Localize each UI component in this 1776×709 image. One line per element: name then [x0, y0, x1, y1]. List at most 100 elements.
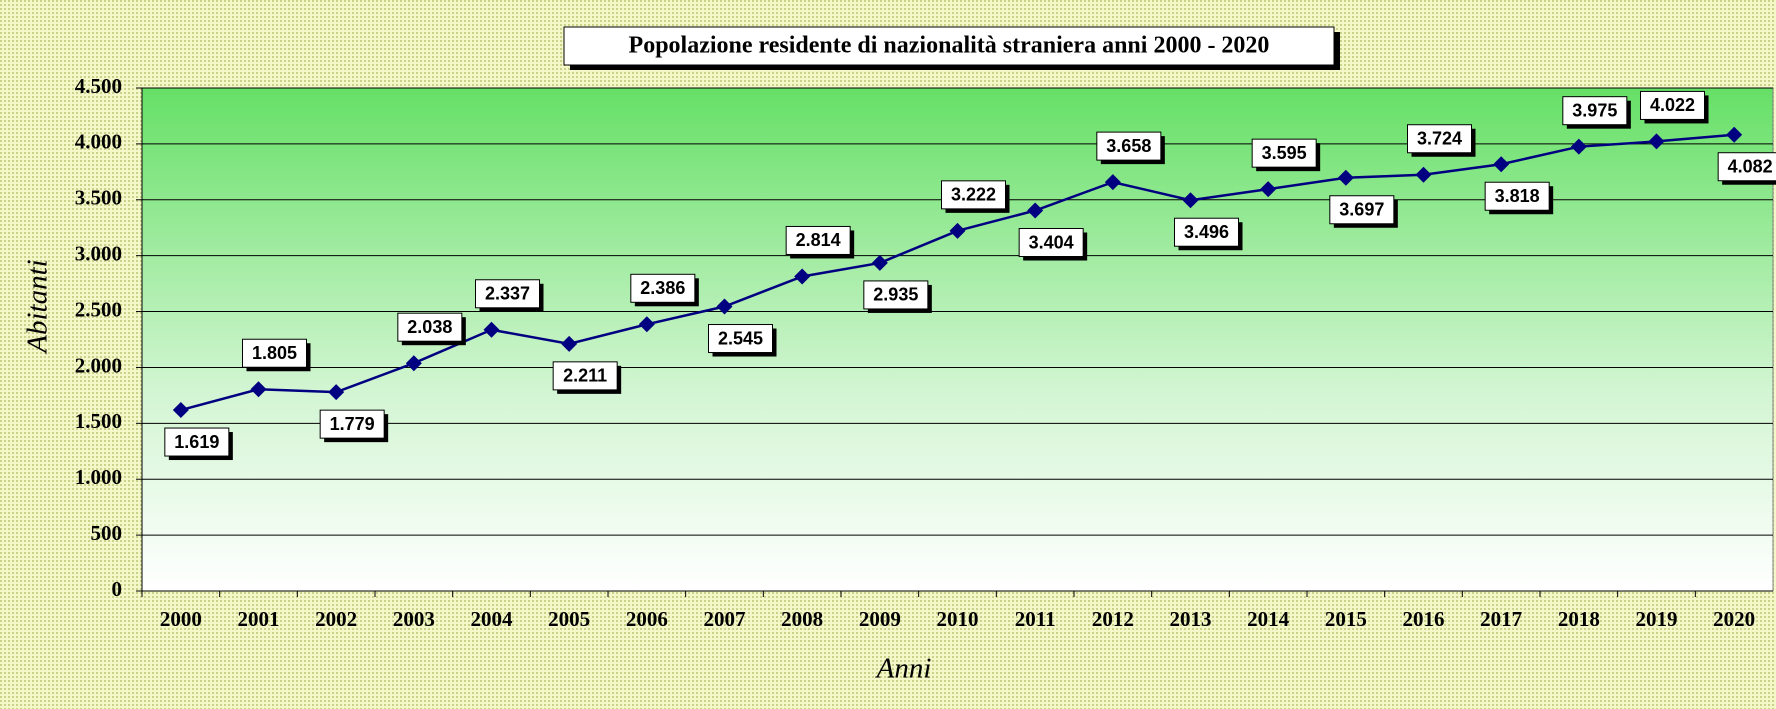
x-tick-label: 2000 [160, 607, 202, 631]
x-tick-label: 2019 [1636, 607, 1678, 631]
value-label: 1.805 [252, 343, 297, 363]
x-tick-label: 2008 [781, 607, 823, 631]
value-label-box [708, 324, 773, 354]
value-label-box [1251, 138, 1317, 168]
chart-title: Popolazione residente di nazionalità str… [629, 33, 1270, 59]
x-tick-label: 2017 [1480, 607, 1522, 631]
x-tick-label: 2020 [1713, 607, 1755, 631]
y-tick-label: 3.000 [75, 241, 122, 265]
marker [250, 381, 267, 398]
y-tick-label: 500 [91, 521, 123, 545]
value-label-box [475, 279, 540, 309]
marker [1027, 202, 1044, 219]
value-label-box [630, 273, 696, 303]
marker [1260, 181, 1277, 198]
value-label: 2.038 [407, 317, 452, 337]
y-tick-label: 4.000 [75, 130, 122, 154]
marker [1726, 126, 1743, 143]
value-label-box [1329, 195, 1395, 225]
marker [483, 321, 500, 338]
value-label-box [1174, 217, 1239, 247]
title-box [563, 26, 1335, 66]
y-tick-label: 2.000 [75, 353, 122, 377]
value-label: 3.697 [1339, 200, 1384, 220]
marker [1337, 169, 1354, 186]
y-tick-label: 1.000 [75, 465, 122, 489]
marker [1182, 192, 1199, 209]
marker [1104, 174, 1121, 191]
y-tick-label: 1.500 [75, 409, 122, 433]
value-label-box [1717, 152, 1776, 182]
x-tick-label: 2010 [937, 607, 979, 631]
value-label: 2.211 [563, 366, 607, 386]
y-tick-label: 2.500 [75, 297, 122, 321]
marker [1570, 138, 1587, 155]
marker [328, 384, 345, 401]
marker [405, 355, 422, 372]
x-tick-label: 2002 [315, 607, 357, 631]
value-label-box [319, 409, 385, 439]
marker [871, 254, 888, 271]
value-label: 3.222 [951, 185, 996, 205]
value-label: 2.545 [718, 328, 763, 348]
x-tick-label: 2005 [548, 607, 590, 631]
value-label-box [242, 338, 307, 368]
value-label: 1.779 [330, 414, 375, 434]
value-label-box [1484, 181, 1550, 211]
value-label-box [552, 361, 618, 391]
value-label-box [1562, 96, 1628, 126]
marker [716, 298, 733, 315]
marker [561, 335, 578, 352]
value-label: 2.935 [873, 285, 918, 305]
x-tick-label: 2016 [1403, 607, 1445, 631]
value-label: 2.337 [485, 284, 530, 304]
value-label-box [863, 280, 929, 310]
value-label: 4.082 [1728, 156, 1773, 176]
marker [638, 316, 655, 333]
x-axis-label: Anni [875, 653, 932, 685]
x-tick-label: 2003 [393, 607, 435, 631]
value-label: 3.658 [1106, 136, 1151, 156]
y-tick-label: 4.500 [75, 74, 122, 98]
marker [172, 402, 189, 419]
value-label: 3.404 [1029, 232, 1074, 252]
x-tick-label: 2004 [471, 607, 514, 631]
x-tick-label: 2013 [1170, 607, 1212, 631]
marker [1415, 166, 1432, 183]
marker [794, 268, 811, 285]
x-tick-label: 2001 [238, 607, 280, 631]
marker [949, 222, 966, 239]
x-tick-label: 2007 [704, 607, 746, 631]
value-label-box [1407, 124, 1472, 154]
x-tick-label: 2014 [1247, 607, 1290, 631]
x-tick-label: 2009 [859, 607, 901, 631]
y-axis-label: Abitanti [22, 259, 54, 354]
value-label: 2.814 [796, 230, 841, 250]
value-label: 4.022 [1650, 95, 1695, 115]
y-tick-label: 0 [112, 577, 123, 601]
value-label-box [1018, 228, 1084, 258]
value-label-box [397, 312, 463, 342]
value-label-box [941, 180, 1006, 210]
x-tick-label: 2018 [1558, 607, 1600, 631]
value-label: 3.975 [1572, 100, 1617, 120]
x-tick-label: 2015 [1325, 607, 1367, 631]
y-tick-label: 3.500 [75, 186, 122, 210]
plot-area [141, 87, 1774, 592]
value-label: 3.595 [1262, 143, 1307, 163]
x-tick-label: 2012 [1092, 607, 1134, 631]
value-label-box [785, 225, 851, 255]
value-label: 3.818 [1495, 186, 1540, 206]
x-tick-label: 2011 [1015, 607, 1056, 631]
marker [1648, 133, 1665, 150]
value-label-box [1096, 131, 1162, 161]
x-tick-label: 2006 [626, 607, 668, 631]
marker [1493, 156, 1510, 173]
value-label: 1.619 [174, 432, 219, 452]
value-label: 3.496 [1184, 222, 1229, 242]
value-label: 3.724 [1417, 128, 1462, 148]
value-label-box [1640, 90, 1705, 120]
value-label: 2.386 [640, 278, 685, 298]
value-label-box [164, 427, 230, 457]
